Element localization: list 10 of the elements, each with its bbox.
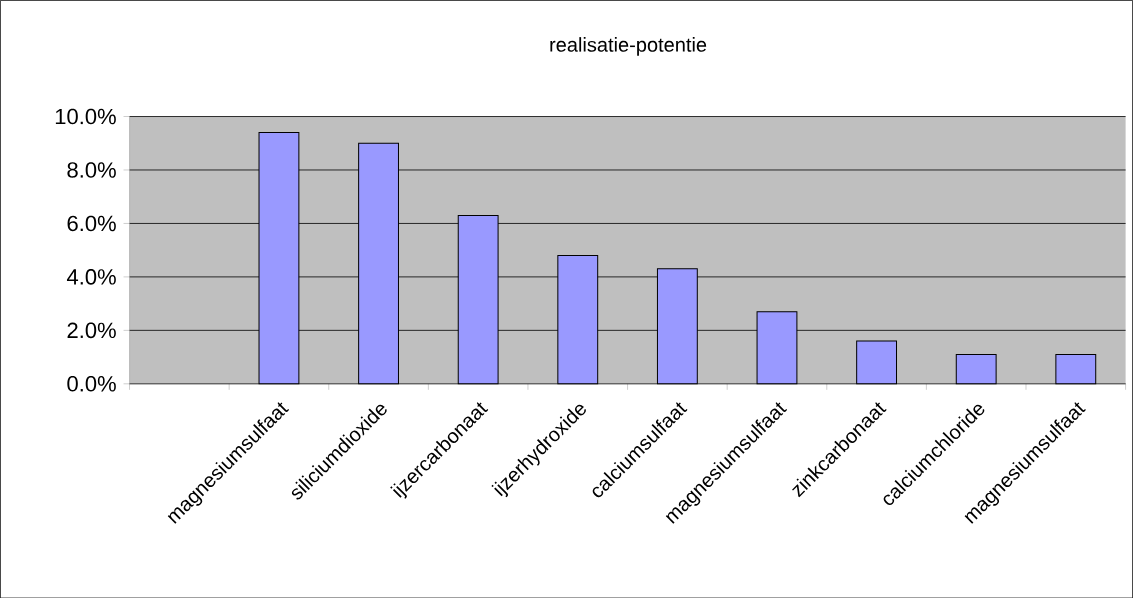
- y-tick-label: 2.0%: [67, 322, 116, 338]
- bar: [955, 353, 997, 385]
- bar: [1055, 353, 1097, 385]
- y-tick-label: 0.0%: [67, 375, 116, 392]
- chart-title: realisatie-potentie: [550, 36, 707, 56]
- y-tick-label: 8.0%: [67, 161, 116, 178]
- y-tick-label: 6.0%: [67, 215, 116, 232]
- bar: [856, 340, 898, 385]
- y-tick-label: 10.0%: [55, 108, 116, 125]
- y-tick-label: 4.0%: [66, 268, 116, 285]
